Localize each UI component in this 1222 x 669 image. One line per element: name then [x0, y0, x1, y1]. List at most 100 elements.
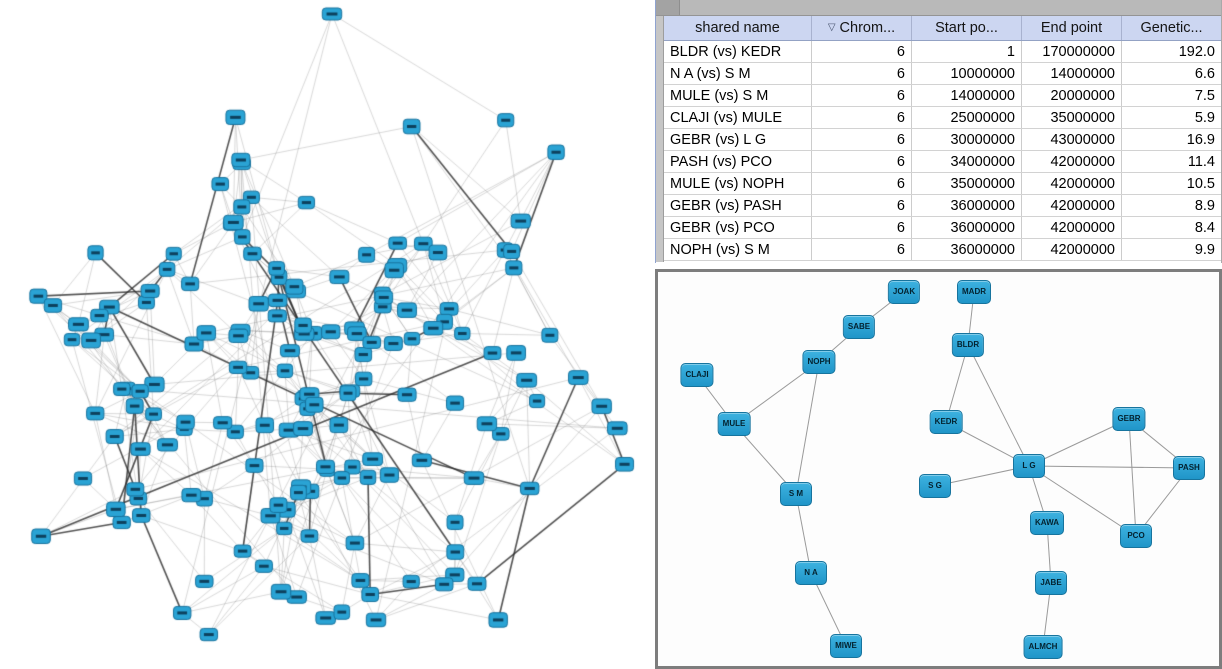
cell-start: 36000000 — [912, 195, 1022, 216]
table-row[interactable]: GEBR (vs) L G 6 30000000 43000000 16.9 — [664, 129, 1221, 151]
network-node-sabe[interactable]: SABE — [842, 315, 876, 339]
cell-shared_name: PASH (vs) PCO — [664, 151, 812, 172]
table-scrollbar-button[interactable] — [656, 0, 680, 15]
network-node-pco[interactable]: PCO — [1120, 524, 1152, 548]
network-node-kawa[interactable]: KAWA — [1030, 511, 1064, 535]
table-row[interactable]: MULE (vs) NOPH 6 35000000 42000000 10.5 — [664, 173, 1221, 195]
subnetwork-edge — [967, 344, 1030, 467]
table-row[interactable]: CLAJI (vs) MULE 6 25000000 35000000 5.9 — [664, 107, 1221, 129]
subnetwork-edge — [1028, 418, 1130, 467]
table-row[interactable]: BLDR (vs) KEDR 6 1 170000000 192.0 — [664, 41, 1221, 63]
network-node-n-a[interactable]: N A — [795, 561, 827, 585]
network-node-kedr[interactable]: KEDR — [929, 410, 963, 434]
cell-start: 36000000 — [912, 217, 1022, 238]
network-node-miwe[interactable]: MIWE — [830, 634, 862, 658]
table-row[interactable]: MULE (vs) S M 6 14000000 20000000 7.5 — [664, 85, 1221, 107]
network-node-claji[interactable]: CLAJI — [680, 363, 714, 387]
network-node-jabe[interactable]: JABE — [1035, 571, 1067, 595]
cell-shared_name: GEBR (vs) PASH — [664, 195, 812, 216]
network-node-almch[interactable]: ALMCH — [1023, 635, 1063, 659]
network-node-madr[interactable]: MADR — [957, 280, 991, 304]
cell-shared_name: N A (vs) S M — [664, 63, 812, 84]
table-row[interactable]: GEBR (vs) PASH 6 36000000 42000000 8.9 — [664, 195, 1221, 217]
cell-genetic: 11.4 — [1187, 153, 1215, 170]
cell-chromosome: 6 — [812, 63, 912, 84]
network-node-pash[interactable]: PASH — [1173, 456, 1205, 480]
subnetwork-edges-layer — [696, 291, 1190, 648]
network-node-gebr[interactable]: GEBR — [1112, 407, 1146, 431]
sort-filter-icon: ▽ — [827, 22, 836, 33]
cell-start: 14000000 — [912, 85, 1022, 106]
table-header-row: shared name ▽ Chrom... Start po... End p… — [664, 16, 1221, 41]
column-header-start-point[interactable]: Start po... — [912, 16, 1022, 40]
cell-genetic: 9.9 — [1194, 241, 1215, 258]
cell-shared_name: MULE (vs) NOPH — [664, 173, 812, 194]
table-scrollbar-track[interactable] — [656, 0, 1221, 16]
subnetwork-panel: JOAK MADR SABE BLDR NOPH CLAJI GEBR KEDR MULE L G… — [655, 269, 1222, 669]
table-grid: shared name ▽ Chrom... Start po... End p… — [656, 16, 1221, 262]
cell-chromosome: 6 — [812, 173, 912, 194]
cell-chromosome: 6 — [812, 129, 912, 150]
cell-end: 43000000 — [1022, 129, 1122, 150]
network-node-bldr[interactable]: BLDR — [951, 333, 985, 357]
cell-end: 35000000 — [1022, 107, 1122, 128]
main-network-view — [0, 0, 652, 669]
cell-end: 42000000 — [1022, 239, 1122, 260]
column-label: End point — [1040, 20, 1103, 36]
cell-shared_name: GEBR (vs) L G — [664, 129, 812, 150]
cell-genetic: 6.6 — [1194, 65, 1215, 82]
cell-chromosome: 6 — [812, 195, 912, 216]
table-body: BLDR (vs) KEDR 6 1 170000000 192.0 N A (vs) S… — [664, 41, 1221, 262]
table-row[interactable]: PASH (vs) PCO 6 34000000 42000000 11.4 — [664, 151, 1221, 173]
cell-genetic: 16.9 — [1186, 131, 1215, 148]
cell-shared_name: NOPH (vs) S M — [664, 239, 812, 260]
right-column: shared name ▽ Chrom... Start po... End p… — [655, 0, 1222, 669]
column-label: Chrom... — [839, 20, 896, 36]
column-header-shared-name[interactable]: shared name — [664, 16, 812, 40]
column-label: Genetic... — [1140, 20, 1203, 36]
cell-genetic: 5.9 — [1194, 109, 1215, 126]
cell-shared_name: GEBR (vs) PCO — [664, 217, 812, 238]
table-row[interactable]: NOPH (vs) S M 6 36000000 42000000 9.9 — [664, 239, 1221, 261]
cell-chromosome: 6 — [812, 151, 912, 172]
cell-end: 42000000 — [1022, 151, 1122, 172]
network-node-l-g[interactable]: L G — [1013, 454, 1045, 478]
cell-genetic: 10.5 — [1186, 175, 1215, 192]
cell-end: 20000000 — [1022, 85, 1122, 106]
table-row[interactable]: GEBR (vs) PCO 6 36000000 42000000 8.4 — [664, 217, 1221, 239]
cell-shared_name: MULE (vs) S M — [664, 85, 812, 106]
cell-genetic: 192.0 — [1178, 43, 1215, 60]
network-node-noph[interactable]: NOPH — [802, 350, 836, 374]
network-node-mule[interactable]: MULE — [717, 412, 751, 436]
table-row[interactable]: N A (vs) S M 6 10000000 14000000 6.6 — [664, 63, 1221, 85]
cell-start: 34000000 — [912, 151, 1022, 172]
subnetwork-edge — [1028, 465, 1137, 537]
cell-chromosome: 6 — [812, 107, 912, 128]
subnetwork-edge — [810, 572, 847, 647]
cell-chromosome: 6 — [812, 239, 912, 260]
network-node-joak[interactable]: JOAK — [887, 280, 921, 304]
subnetwork-edge — [1128, 418, 1137, 537]
main-network-canvas[interactable] — [0, 0, 652, 669]
column-label: shared name — [695, 20, 780, 36]
cell-end: 170000000 — [1022, 41, 1122, 62]
network-node-s-g[interactable]: S G — [919, 474, 951, 498]
cell-start: 25000000 — [912, 107, 1022, 128]
column-header-end-point[interactable]: End point — [1022, 16, 1122, 40]
cell-genetic: 8.4 — [1194, 219, 1215, 236]
column-header-genetic[interactable]: Genetic... — [1122, 16, 1221, 40]
table-row-gutter — [656, 16, 664, 262]
cell-start: 30000000 — [912, 129, 1022, 150]
cell-chromosome: 6 — [812, 85, 912, 106]
edge-table-panel: shared name ▽ Chrom... Start po... End p… — [655, 0, 1222, 263]
cell-end: 42000000 — [1022, 173, 1122, 194]
cell-genetic: 8.9 — [1194, 197, 1215, 214]
cell-chromosome: 6 — [812, 217, 912, 238]
cell-shared_name: CLAJI (vs) MULE — [664, 107, 812, 128]
column-header-chromosome[interactable]: ▽ Chrom... — [812, 16, 912, 40]
network-node-s-m[interactable]: S M — [780, 482, 812, 506]
cell-shared_name: BLDR (vs) KEDR — [664, 41, 812, 62]
subnetwork-edge — [945, 344, 969, 423]
cell-start: 1 — [912, 41, 1022, 62]
